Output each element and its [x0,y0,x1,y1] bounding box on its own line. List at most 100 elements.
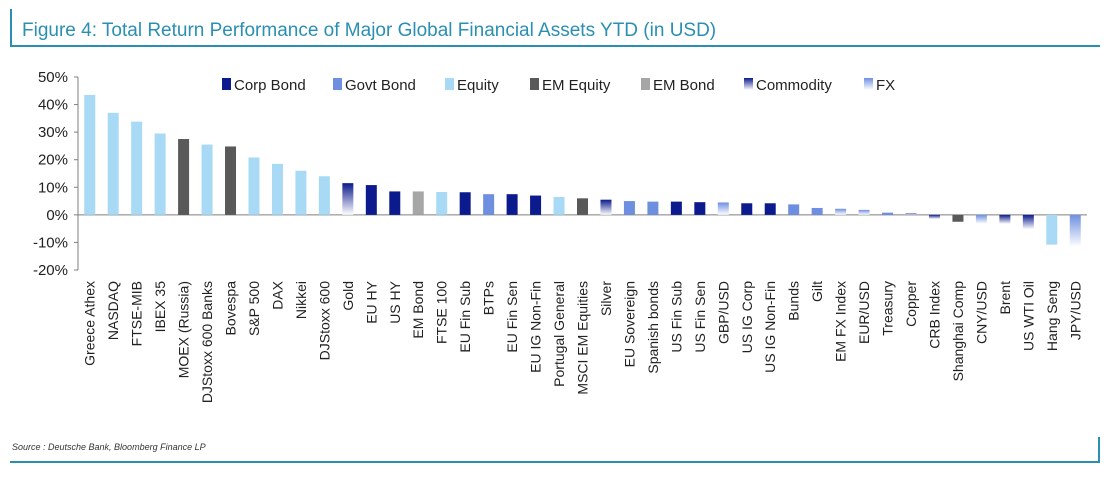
bar [1069,214,1081,247]
bar [201,144,213,215]
bar [178,139,190,215]
x-tick-label: MOEX (Russia) [176,281,192,378]
y-tick-label: 20% [38,152,68,169]
bar [225,146,237,215]
x-tick-label: US HY [387,280,403,323]
footer-bar: Source : Deutsche Bank, Bloomberg Financ… [10,437,1100,463]
legend-swatch [445,78,454,90]
x-tick-label: IBEX 35 [152,281,168,333]
x-tick-label: EU Sovereign [621,281,637,367]
x-tick-label: EM FX Index [833,281,849,362]
x-tick-label: Bunds [786,281,802,321]
legend-label: Equity [457,77,499,94]
bar [483,194,495,215]
x-tick-label: US IG Non-Fin [762,281,778,373]
x-tick-label: Portugal General [551,281,567,387]
title-bar: Figure 4: Total Return Performance of Ma… [10,9,1100,47]
legend-swatch [744,78,753,90]
chart-title: Figure 4: Total Return Performance of Ma… [22,20,717,41]
bar [295,170,307,215]
bar [342,183,354,215]
x-tick-label: Nikkei [293,281,309,319]
bar [670,201,682,215]
x-tick-label: Bovespa [223,281,239,336]
x-tick-label: FTSE-MIB [129,281,145,346]
x-tick-label: FTSE 100 [434,281,450,344]
axis-layer: -20% -10% 0% 10% 20% 30% 40% 50% [33,69,1087,279]
legend-label: EM Equity [542,77,611,94]
x-tick-label: BTPs [481,281,497,315]
x-tick-label: US WTI Oil [1020,281,1036,351]
legend-swatch [530,78,539,90]
x-tick-label: MSCI EM Equities [575,281,591,395]
bar [717,202,729,215]
x-tick-label: Brent [997,281,1013,315]
bar [952,214,964,222]
bar [84,94,96,215]
x-tick-label: Silver [598,281,614,316]
bar [647,201,659,215]
x-tick-label: EU Fin Sub [457,281,473,353]
x-tick-label: Copper [903,281,919,327]
x-tick-label: DJStoxx 600 Banks [199,281,215,403]
legend-swatch [641,78,650,90]
y-tick-label: -20% [33,262,68,279]
y-tick-label: 30% [38,124,68,141]
bar [788,204,800,215]
bar [271,163,283,215]
bar [975,214,987,224]
x-tick-label: GBP/USD [715,281,731,344]
x-tick-label: EM Bond [410,281,426,339]
bar [577,198,588,215]
x-tick-label: Hang Seng [1044,281,1060,351]
legend: Corp Bond Govt Bond Equity EM Equity EM Bond… [222,77,895,94]
y-tick-label: 10% [38,179,68,196]
bar [623,201,635,215]
x-tick-label: EU Fin Sen [504,281,520,353]
bar [928,214,940,219]
bar [365,185,377,215]
bar [553,196,565,215]
bar [741,203,753,215]
bar [905,213,917,215]
bar [459,192,471,215]
legend-label: Corp Bond [234,77,306,94]
bar [835,208,847,215]
x-tick-label: Gilt [809,281,825,302]
x-tick-label: EU HY [363,280,379,323]
y-tick-label: -10% [33,234,68,251]
x-tick-label: Shanghai Comp [950,281,966,382]
x-tick-label: Treasury [880,281,896,336]
bar [248,157,260,215]
legend-swatch [333,78,342,90]
x-tick-label: Gold [340,281,356,311]
x-tick-label: US Fin Sub [668,281,684,353]
x-tick-label: Spanish bonds [645,281,661,374]
bar [506,194,518,215]
x-tick-label: DJStoxx 600 [316,281,332,361]
bar [107,112,119,215]
bar [389,191,401,215]
legend-label: EM Bond [653,77,715,94]
bar [858,209,870,215]
bar [764,203,776,215]
x-tick-label: EU IG Non-Fin [528,281,544,373]
legend-label: Commodity [756,77,832,94]
bars-layer: Greece Athex NASDAQ FTSE-MIB IBEX 35 MOEX (R… [82,94,1083,403]
bar [882,212,894,215]
y-tick-label: 40% [38,97,68,114]
legend-label: FX [876,77,895,94]
bar [600,199,612,215]
bar [694,202,706,215]
bar [999,214,1011,224]
x-tick-label: Greece Athex [82,281,98,366]
x-tick-label: NASDAQ [105,281,121,340]
source-note: Source : Deutsche Bank, Bloomberg Financ… [12,442,206,452]
bar [1046,214,1058,245]
x-tick-label: JPY/USD [1067,281,1083,340]
legend-swatch [222,78,231,90]
x-tick-label: US IG Corp [739,281,755,354]
x-tick-label: S&P 500 [246,281,262,336]
bar [412,191,424,215]
